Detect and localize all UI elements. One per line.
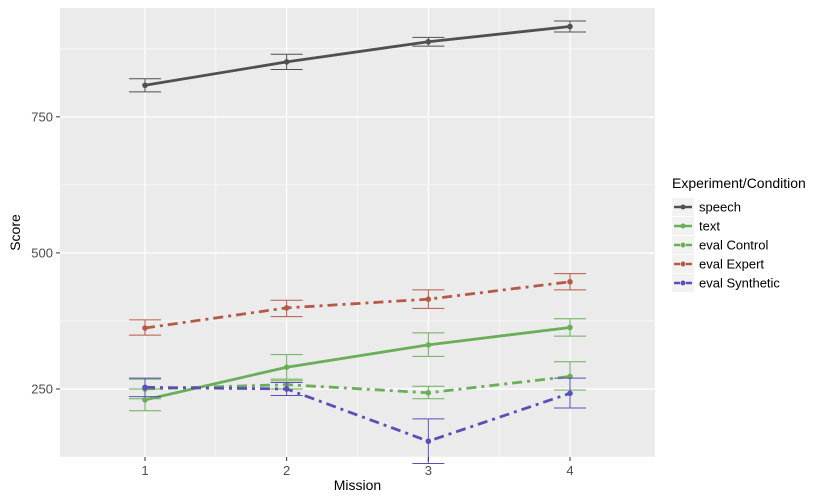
- legend-key-point: [680, 204, 686, 210]
- x-tick-label: 3: [425, 463, 432, 478]
- data-point: [567, 324, 573, 331]
- legend-label: text: [699, 219, 720, 234]
- legend-key-point: [680, 223, 686, 229]
- data-point: [567, 278, 573, 285]
- series-line: [144, 280, 571, 330]
- legend-label: speech: [699, 200, 741, 215]
- x-tick-label: 4: [566, 463, 573, 478]
- y-axis-title: Score: [7, 214, 23, 251]
- y-tick-label: 750: [31, 109, 53, 124]
- data-point: [425, 38, 432, 45]
- data-point: [425, 389, 432, 396]
- y-tick-label: 250: [31, 381, 53, 396]
- data-point: [283, 305, 290, 311]
- x-tick-label: 2: [283, 463, 290, 478]
- data-point: [283, 59, 290, 65]
- series-line: [144, 25, 571, 87]
- series-speech: [129, 20, 586, 93]
- series-line: [144, 326, 571, 402]
- legend-key-point: [680, 280, 686, 286]
- data-point: [425, 296, 432, 302]
- data-point: [425, 342, 432, 348]
- data-point: [142, 82, 148, 89]
- data-point: [283, 386, 290, 392]
- data-point: [567, 390, 573, 397]
- legend-title: Experiment/Condition: [672, 175, 806, 191]
- legend-label: eval Control: [699, 238, 768, 253]
- series-eval-expert: [129, 273, 586, 336]
- legend: Experiment/Condition speech text eval Cont…: [672, 175, 806, 292]
- legend-key-point: [680, 242, 686, 248]
- data-point: [142, 325, 148, 331]
- legend-label: eval Synthetic: [699, 276, 780, 291]
- series-line: [144, 385, 571, 443]
- data-point: [425, 438, 432, 445]
- x-axis-title: Mission: [334, 477, 381, 493]
- series-eval-synthetic: [129, 377, 586, 465]
- data-point: [567, 23, 573, 30]
- data-point: [283, 364, 290, 371]
- x-axis: 1 2 3 4: [141, 457, 574, 478]
- y-tick-label: 500: [31, 245, 53, 260]
- y-axis: 250 500 750: [31, 109, 60, 396]
- series-group: [129, 20, 586, 465]
- x-tick-label: 1: [141, 463, 148, 478]
- legend-label: eval Expert: [699, 257, 764, 272]
- data-point: [142, 384, 148, 391]
- legend-key-point: [680, 261, 686, 267]
